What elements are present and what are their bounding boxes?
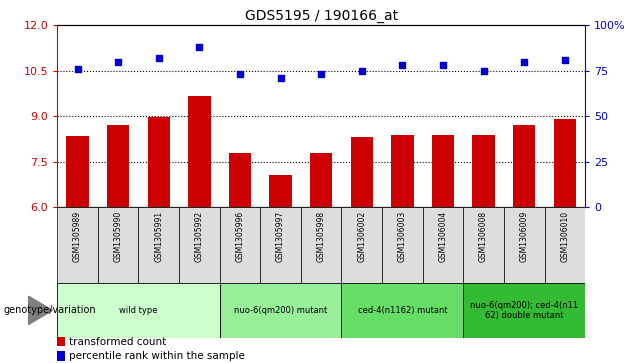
Text: GSM1305989: GSM1305989 — [73, 211, 82, 262]
Bar — [544, 207, 585, 283]
Bar — [342, 207, 382, 283]
Bar — [342, 283, 463, 338]
Point — [113, 59, 123, 65]
Text: GSM1305992: GSM1305992 — [195, 211, 204, 262]
Text: transformed count: transformed count — [69, 337, 167, 347]
Bar — [463, 283, 585, 338]
Bar — [504, 207, 544, 283]
Bar — [382, 207, 423, 283]
Text: GSM1306008: GSM1306008 — [479, 211, 488, 262]
Bar — [66, 136, 88, 207]
Bar — [260, 207, 301, 283]
Bar — [219, 283, 342, 338]
Text: nuo-6(qm200); ced-4(n11
62) double mutant: nuo-6(qm200); ced-4(n11 62) double mutan… — [470, 301, 578, 320]
Point — [478, 68, 488, 74]
Bar — [57, 337, 65, 346]
Bar — [473, 135, 495, 207]
Bar — [219, 207, 260, 283]
Bar — [139, 207, 179, 283]
Text: GSM1305997: GSM1305997 — [276, 211, 285, 262]
Bar — [301, 207, 342, 283]
Text: GSM1305996: GSM1305996 — [235, 211, 244, 262]
Bar — [57, 351, 65, 361]
Point — [357, 68, 367, 74]
Text: wild type: wild type — [119, 306, 158, 315]
Bar — [57, 283, 219, 338]
Text: GSM1305990: GSM1305990 — [114, 211, 123, 262]
Point — [560, 57, 570, 63]
Bar — [350, 137, 373, 207]
Bar — [463, 207, 504, 283]
Text: nuo-6(qm200) mutant: nuo-6(qm200) mutant — [234, 306, 327, 315]
Polygon shape — [29, 296, 52, 325]
Text: GSM1306009: GSM1306009 — [520, 211, 529, 262]
Bar — [554, 119, 576, 207]
Point — [194, 44, 204, 50]
Point — [438, 62, 448, 68]
Text: GSM1306010: GSM1306010 — [560, 211, 569, 262]
Bar — [229, 153, 251, 207]
Bar — [57, 207, 98, 283]
Text: GSM1305998: GSM1305998 — [317, 211, 326, 262]
Text: ced-4(n1162) mutant: ced-4(n1162) mutant — [357, 306, 447, 315]
Title: GDS5195 / 190166_at: GDS5195 / 190166_at — [245, 9, 398, 23]
Point — [275, 75, 286, 81]
Bar — [98, 207, 139, 283]
Bar — [432, 135, 454, 207]
Point — [235, 72, 245, 77]
Point — [154, 55, 164, 61]
Point — [519, 59, 529, 65]
Text: GSM1306003: GSM1306003 — [398, 211, 407, 262]
Text: genotype/variation: genotype/variation — [3, 305, 96, 315]
Text: GSM1306002: GSM1306002 — [357, 211, 366, 262]
Point — [398, 62, 408, 68]
Bar — [423, 207, 463, 283]
Bar — [107, 125, 129, 207]
Bar — [188, 97, 211, 207]
Text: percentile rank within the sample: percentile rank within the sample — [69, 351, 245, 361]
Bar — [179, 207, 219, 283]
Bar — [148, 117, 170, 207]
Bar — [391, 135, 413, 207]
Text: GSM1306004: GSM1306004 — [438, 211, 448, 262]
Bar — [270, 175, 292, 207]
Bar — [310, 153, 333, 207]
Text: GSM1305991: GSM1305991 — [155, 211, 163, 262]
Point — [316, 72, 326, 77]
Point — [73, 66, 83, 72]
Bar — [513, 125, 536, 207]
